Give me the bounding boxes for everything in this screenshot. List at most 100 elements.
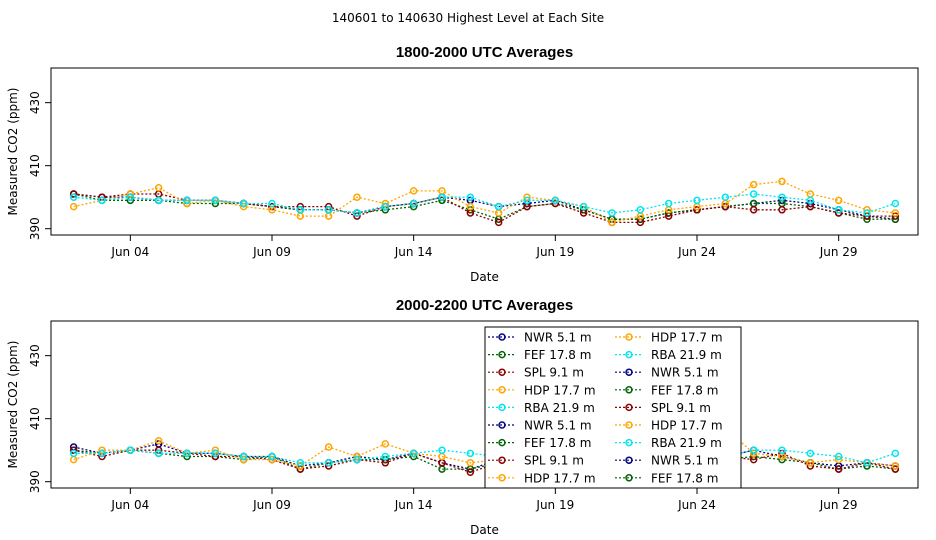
legend-entry: FEF 17.8 m [524,348,591,362]
data-point [608,209,616,217]
data-point [268,455,276,464]
series-4 [69,424,900,470]
data-point [126,446,135,454]
data-point [98,449,106,458]
x-tick-label: Jun 24 [677,498,716,512]
legend-marker [498,438,506,447]
x-tick-label: Jun 14 [394,498,433,512]
data-point [806,196,815,205]
data-point [126,193,135,201]
legend-entry: HDP 17.7 m [524,471,596,485]
legend-marker [498,456,506,464]
data-point [891,212,900,220]
data-point [466,193,475,201]
legend-entry: RBA 21.9 m [651,436,722,450]
data-point [69,202,78,211]
legend-box [484,326,742,489]
legend-marker [498,421,506,429]
chart-title: 2000-2200 UTC Averages [396,297,573,314]
x-tick-label: Jun 09 [252,498,291,512]
legend-entry: HDP 17.7 m [651,419,723,433]
data-point [891,199,900,208]
chart-panel-1: 1800-2000 UTC Averages Jun 04 Jun 09 Jun 14… [6,44,919,284]
data-point [239,452,248,461]
data-point [353,193,361,201]
x-tick-label: Jun 19 [535,245,574,259]
data-point [891,449,900,458]
data-point [296,462,305,470]
data-point [154,449,163,458]
data-point [69,455,78,464]
data-point [749,446,758,454]
x-tick-label: Jun 04 [110,245,149,259]
series-5 [69,190,900,217]
data-point [69,190,78,198]
x-axis-label: Date [470,523,499,537]
data-point [494,218,503,227]
legend-marker [625,333,633,341]
data-point [466,202,475,211]
legend-entry: HDP 17.7 m [524,383,596,397]
data-point [806,449,815,458]
data-point [239,455,248,464]
data-point [154,183,163,192]
y-tick-label: 410 [28,407,42,430]
legend-entry: NWR 5.1 m [651,366,719,380]
data-point [834,465,843,473]
data-point [863,459,871,467]
data-point [466,459,475,467]
data-point [664,199,673,208]
series-line [73,193,896,224]
y-tick-label: 410 [28,154,42,177]
data-point [324,443,333,451]
data-point [863,209,871,217]
data-point [324,459,333,467]
data-point [834,206,843,214]
data-point [551,199,560,208]
data-point [523,193,531,201]
data-point [98,196,106,205]
legend-entry: NWR 5.1 m [524,331,592,345]
data-point [409,187,418,195]
data-point [239,202,248,211]
data-point [551,196,560,205]
chart-title: 1800-2000 UTC Averages [396,44,573,61]
data-point [523,196,531,205]
data-point [69,193,78,201]
data-point [211,196,220,205]
legend-entry: SPL 9.1 m [651,401,711,415]
series-line [73,180,896,224]
figure-suptitle: 140601 to 140630 Highest Level at Each S… [332,11,604,25]
data-point [749,190,758,198]
y-tick-label: 390 [28,217,42,240]
legend-marker [498,474,506,482]
series-line [73,193,896,214]
data-point [863,206,871,214]
data-point [749,180,758,189]
x-tick-label: Jun 19 [535,498,574,512]
data-point [268,452,276,461]
data-point [409,449,418,458]
legend-marker [625,456,633,464]
data-point [891,209,900,217]
data-point [381,202,390,211]
data-point [154,196,163,205]
legend-entry: FEF 17.8 m [524,436,591,450]
data-point [778,446,786,454]
legend-entry: FEF 17.8 m [651,383,718,397]
data-point [154,436,163,445]
y-tick-label: 390 [28,470,42,493]
x-axis-label: Date [470,270,499,284]
data-point [891,465,900,473]
data-point [69,446,78,454]
data-point [183,196,191,205]
data-point [381,452,390,461]
data-point [806,459,815,467]
data-point [324,206,333,214]
series-3 [69,446,900,476]
legend-entry: RBA 21.9 m [524,401,595,415]
series-line [73,193,896,220]
legend-entry: NWR 5.1 m [651,454,719,468]
series-4 [69,177,900,227]
series-line [73,449,896,473]
